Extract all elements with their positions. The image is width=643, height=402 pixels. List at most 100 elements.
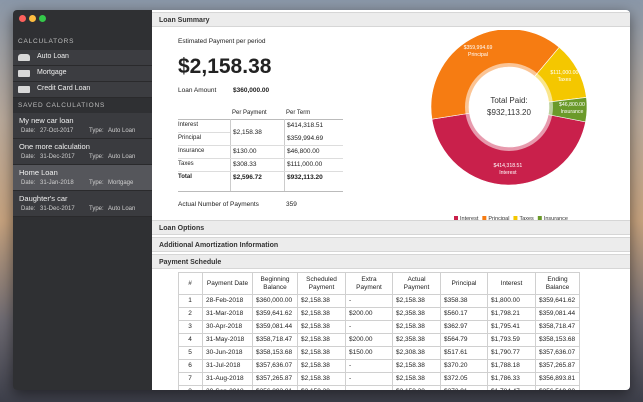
zoom-button[interactable] [39, 15, 46, 22]
rule [178, 171, 343, 172]
table-cell: $358,153.68 [253, 347, 298, 360]
saved-item[interactable]: One more calculation Date: 31-Dec-2017 Type… [13, 139, 152, 165]
sidebar-item[interactable]: Credit Card Loan [13, 82, 152, 98]
section-header[interactable]: Payment Schedule [152, 254, 630, 269]
table-cell: $360,000.00 [253, 295, 298, 308]
legend-swatch [482, 216, 487, 220]
segment-value: $111,000.00 [550, 70, 578, 76]
column-header: Principal [441, 272, 488, 295]
type-value: Mortgage [108, 180, 134, 186]
table-cell: 31-Mar-2018 [203, 308, 253, 321]
section-header[interactable]: Loan Summary [152, 12, 630, 27]
date-value: 27-Oct-2017 [40, 128, 74, 134]
table-cell: - [346, 373, 393, 386]
table-cell: 30-Jun-2018 [203, 347, 253, 360]
donut-chart: $414,318.51Interest$359,994.69Principal$… [430, 30, 588, 220]
type-value: Auto Loan [108, 128, 136, 134]
column-header: Interest [488, 272, 536, 295]
table-cell: 31-Aug-2018 [203, 373, 253, 386]
table-cell: $2,158.38 [298, 386, 346, 390]
saved-item[interactable]: Home Loan Date: 31-Jan-2018 Type: Mortgage [13, 165, 152, 191]
table-cell: $2,358.38 [393, 308, 441, 321]
table-cell: $356,893.81 [536, 373, 580, 386]
card-icon [18, 86, 30, 93]
per-payment: $130.00 [233, 148, 257, 155]
type-value: Auto Loan [108, 206, 136, 212]
table-cell: $359,641.62 [253, 308, 298, 321]
segment-name: Principal [468, 52, 488, 58]
label: Loan Amount [178, 87, 217, 94]
table-cell: 31-May-2018 [203, 334, 253, 347]
sidebar-item[interactable]: Mortgage [13, 66, 152, 82]
close-button[interactable] [19, 15, 26, 22]
table-cell: $359,081.44 [536, 308, 580, 321]
label: Estimated Payment per period [178, 38, 266, 45]
table-cell: $372.05 [441, 373, 488, 386]
per-term: $359,994.69 [287, 135, 324, 142]
minimize-button[interactable] [29, 15, 36, 22]
legend-label: Insurance [544, 216, 568, 220]
table-cell: 5 [178, 347, 203, 360]
row-label: Interest [178, 122, 199, 128]
table-cell: $2,158.38 [393, 295, 441, 308]
legend-label: Principal [488, 216, 509, 220]
table-cell: $1,786.33 [488, 373, 536, 386]
row-label: Insurance [178, 148, 205, 154]
table-cell: $150.00 [346, 347, 393, 360]
car-icon [18, 54, 30, 61]
table-cell: $356,519.90 [536, 386, 580, 390]
legend-label: Interest [460, 216, 479, 220]
item-label: Auto Loan [37, 53, 69, 60]
legend-swatch [454, 216, 458, 220]
column-header: Beginning Balance [253, 272, 298, 295]
inner-ring [465, 63, 553, 151]
row-label: Principal [178, 135, 202, 141]
table-cell: - [346, 295, 393, 308]
column-header: Per Term [286, 110, 311, 116]
table-cell: $358,718.47 [253, 334, 298, 347]
donut-segment [430, 30, 560, 120]
saved-name: One more calculation [19, 142, 90, 151]
table-cell: $2,158.38 [298, 295, 346, 308]
date-value: 31-Jan-2018 [40, 180, 74, 186]
per-term: $111,000.00 [287, 161, 323, 168]
section-header[interactable]: Additional Amortization Information [152, 237, 630, 252]
table-cell: $359,641.62 [536, 295, 580, 308]
date-label: Date: [21, 128, 36, 134]
main-content: Loan Summary Estimated Payment per perio… [152, 10, 630, 390]
table-cell: $564.79 [441, 334, 488, 347]
table-cell: $2,158.38 [298, 347, 346, 360]
table-cell: $357,265.87 [253, 373, 298, 386]
section-header[interactable]: Loan Options [152, 220, 630, 235]
summary-table: Per Payment Per Term Interest $414,318.51 Pr… [178, 110, 343, 200]
item-label: Credit Card Loan [37, 85, 91, 92]
table-cell: $2,158.38 [393, 321, 441, 334]
column-header: Ending Balance [536, 272, 580, 295]
table-border [178, 272, 580, 390]
table-cell: $1,793.59 [488, 334, 536, 347]
table-cell: $357,265.87 [536, 360, 580, 373]
schedule-table: # Payment Date Beginning Balance Scheduled … [178, 272, 580, 390]
table-cell: 31-Jul-2018 [203, 360, 253, 373]
section-label: CALCULATORS [18, 38, 75, 45]
column-header: # [178, 272, 203, 295]
column-header: Scheduled Payment [298, 272, 346, 295]
value: 359 [286, 201, 297, 208]
per-payment: $2,596.72 [233, 174, 262, 181]
donut-segment [547, 97, 588, 123]
rule [178, 158, 343, 159]
saved-item[interactable]: Daughter's car Date: 31-Dec-2017 Type: Auto … [13, 191, 152, 217]
table-cell: $356,893.81 [253, 386, 298, 390]
saved-item[interactable]: My new car loan Date: 27-Oct-2017 Type: Auto… [13, 113, 152, 139]
per-term: $46,800.00 [287, 148, 320, 155]
center-total: $932,113.20 [487, 108, 531, 117]
table-cell: 28-Feb-2018 [203, 295, 253, 308]
date-label: Date: [21, 206, 36, 212]
rule [230, 119, 231, 191]
type-label: Type: [89, 128, 104, 134]
saved-name: My new car loan [19, 116, 74, 125]
sidebar-item[interactable]: Auto Loan [13, 50, 152, 66]
legend-swatch [537, 216, 542, 220]
segment-name: Taxes [558, 77, 572, 83]
table-cell: $362.97 [441, 321, 488, 334]
